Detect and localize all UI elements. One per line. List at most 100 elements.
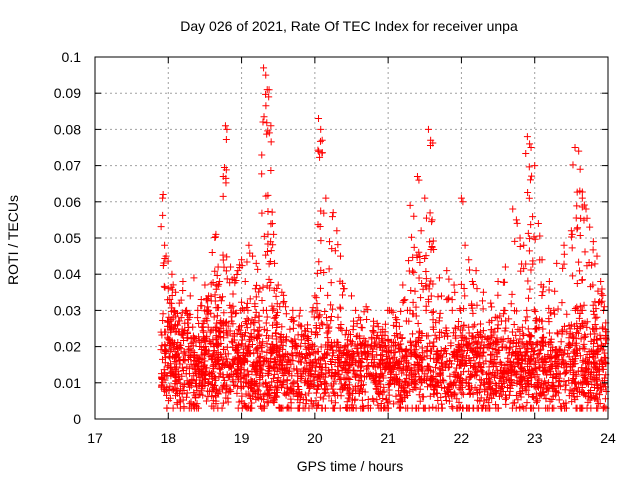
data-point [468,277,476,285]
data-point [424,332,432,340]
data-point [264,191,272,199]
data-point [272,319,280,327]
data-point [522,149,530,157]
data-point [408,233,416,241]
data-point [524,189,532,197]
data-point [165,335,173,343]
data-point [524,348,532,356]
data-point [222,267,230,275]
data-point [330,404,338,412]
data-point [192,383,200,391]
data-point [208,402,216,410]
data-point [233,389,241,397]
data-point [364,402,372,410]
data-point [159,310,167,318]
y-tick-label: 0.02 [54,339,81,355]
data-point [316,324,324,332]
data-point [573,346,581,354]
data-point [305,358,313,366]
data-point [415,359,423,367]
data-point [339,285,347,293]
data-point [398,369,406,377]
data-point [312,389,320,397]
data-point [554,330,562,338]
data-point [578,364,586,372]
data-point [213,323,221,331]
data-point [508,328,516,336]
data-point [479,327,487,335]
data-point [531,357,539,365]
data-point [486,379,494,387]
data-point [572,380,580,388]
data-point [515,351,523,359]
data-point [221,376,229,384]
data-point [434,293,442,301]
data-point [570,334,578,342]
data-point [528,368,536,376]
data-point [549,379,557,387]
data-point [234,267,242,275]
data-point [576,231,584,239]
data-point [262,319,270,327]
data-point [297,322,305,330]
data-point [496,358,504,366]
data-point [183,363,191,371]
data-point [472,267,480,275]
data-point [596,391,604,399]
data-point [201,382,209,390]
data-point [531,347,539,355]
data-point [233,330,241,338]
data-point [597,357,605,365]
data-point [240,345,248,353]
data-point [556,346,564,354]
data-point [406,339,414,347]
data-point [590,325,598,333]
data-point [601,374,609,382]
data-point [430,390,438,398]
data-point [321,308,329,315]
data-point [310,400,318,408]
data-point [529,392,537,400]
data-point [369,345,377,353]
data-point [416,385,424,393]
data-point [369,317,377,325]
data-point [500,310,508,318]
data-point [415,274,423,282]
data-point [327,313,335,321]
data-point [424,125,432,133]
data-point [266,257,274,265]
data-point [305,349,313,357]
data-point [466,389,474,397]
data-point [249,377,257,385]
data-point [441,363,449,371]
data-point [226,386,234,394]
data-point [524,277,532,285]
data-point [223,125,231,133]
data-point [221,122,229,130]
data-point [426,238,434,246]
data-point [555,396,563,404]
data-point [551,287,559,295]
data-point [525,194,533,202]
data-point [220,381,228,389]
data-point [210,362,218,370]
data-point [545,277,553,285]
data-point [329,305,337,313]
data-point [359,402,367,410]
data-point [476,376,484,384]
data-point [405,371,413,379]
data-point [597,277,605,285]
data-point [449,351,457,359]
data-point [589,392,597,400]
data-point [237,306,245,314]
data-point [520,265,528,273]
data-point [192,376,200,384]
data-point [576,267,584,275]
data-point [452,334,460,342]
data-point [551,387,559,395]
data-point [514,325,522,333]
data-point [378,351,386,359]
data-point [185,323,193,331]
data-point [581,248,589,256]
data-point [315,258,323,266]
